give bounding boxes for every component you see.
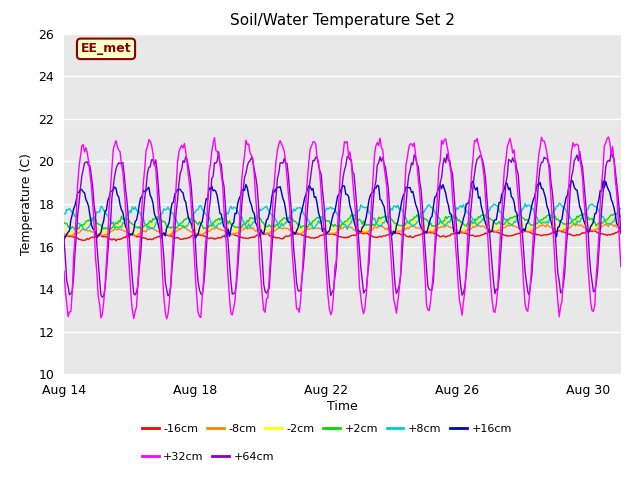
X-axis label: Time: Time <box>327 400 358 413</box>
Title: Soil/Water Temperature Set 2: Soil/Water Temperature Set 2 <box>230 13 455 28</box>
Y-axis label: Temperature (C): Temperature (C) <box>20 153 33 255</box>
Legend: +32cm, +64cm: +32cm, +64cm <box>142 452 274 462</box>
Text: EE_met: EE_met <box>81 42 131 55</box>
